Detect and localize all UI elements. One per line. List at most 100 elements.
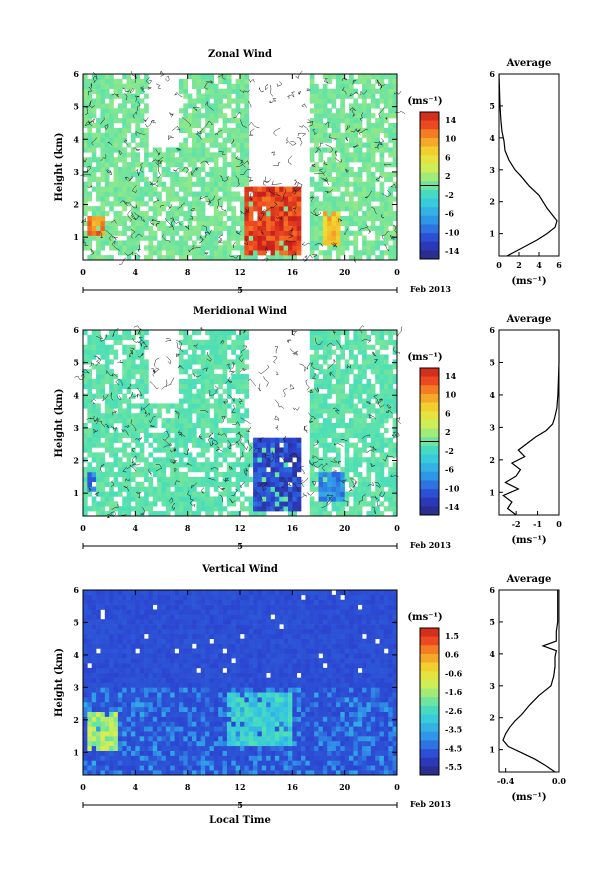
profile-x-tick-label: -0.4 (497, 776, 515, 786)
x-tick-label: 20 (339, 267, 351, 277)
colorbar-tick-label: 10 (445, 134, 457, 144)
profile-line (502, 330, 560, 516)
colorbar-tick-label: 10 (445, 390, 457, 400)
y-tick-label: 6 (73, 585, 79, 595)
profile-x-tick-label: 4 (536, 260, 542, 270)
y-tick-label: 5 (73, 617, 79, 627)
x-tick-label: 0 (80, 782, 86, 792)
x-tick-label: 12 (234, 782, 245, 792)
y-tick-label: 6 (73, 325, 79, 335)
contour-lines (80, 70, 406, 265)
profile-y-tick-label: 1 (489, 745, 495, 755)
date-label: Feb 2013 (410, 284, 451, 294)
colorbar: (ms⁻¹)1.5 0.6 -0.6 -1.6 -2.6 -3.5 -4.5 -5.5 (407, 612, 463, 776)
x-tick-label: 8 (185, 782, 191, 792)
profile-y-tick-label: 4 (489, 133, 495, 143)
x-tick-label: 0 (394, 523, 400, 533)
profile-y-tick-label: 3 (489, 681, 495, 691)
x-tick-label: 0 (394, 267, 400, 277)
date-marker: 5 (237, 800, 243, 810)
y-tick-label: 4 (73, 650, 79, 660)
heatmap (83, 590, 398, 776)
colorbar-tick-label: 2 (445, 171, 451, 181)
x-tick-label: 16 (287, 523, 299, 533)
colorbar-tick-label: -14 (445, 502, 460, 512)
x-tick-label: 8 (185, 267, 191, 277)
heatmap (83, 330, 398, 517)
profile-y-tick-label: 4 (489, 390, 495, 400)
x-tick-label: 8 (185, 523, 191, 533)
profile-title: Average (506, 58, 552, 69)
y-tick-label: 5 (73, 102, 79, 112)
profile-x-label: (ms⁻¹) (511, 535, 546, 546)
x-tick-label: 16 (287, 267, 299, 277)
y-tick-label: 2 (73, 200, 79, 210)
x-tick-label: 12 (234, 523, 245, 533)
average-profile: Average 1 2 3 4 5 6 0 2 4 6 (ms⁻¹) (489, 58, 562, 287)
colorbar-unit: (ms⁻¹) (407, 352, 442, 363)
profile-y-tick-label: 2 (489, 197, 495, 207)
profile-x-tick-label: 2 (516, 260, 522, 270)
y-tick-label: 4 (73, 390, 79, 400)
y-axis-label: Height (km) (54, 648, 65, 717)
colorbar-tick-label: -6 (445, 465, 454, 475)
y-tick-label: 1 (73, 747, 79, 757)
y-tick-label: 3 (73, 682, 79, 692)
profile-y-tick-label: 4 (489, 649, 495, 659)
y-tick-label: 5 (73, 358, 79, 368)
colorbar-tick-label: 6 (445, 152, 451, 162)
colorbar-tick-label: 14 (445, 115, 457, 125)
x-tick-label: 12 (234, 267, 245, 277)
colorbar-tick-label: -2 (445, 190, 454, 200)
colorbar-tick-label: -10 (445, 227, 460, 237)
y-tick-label: 2 (73, 715, 79, 725)
x-tick-label: 16 (287, 782, 299, 792)
profile-line (498, 73, 558, 257)
colorbar: (ms⁻¹)14 10 6 2 -2 -6 -10 -14 (407, 96, 460, 260)
profile-x-tick-label: 6 (556, 260, 562, 270)
profile-y-tick-label: 1 (489, 487, 495, 497)
colorbar-tick-label: 14 (445, 371, 457, 381)
profile-x-tick-label: -2 (512, 519, 521, 529)
x-tick-label: 20 (339, 523, 351, 533)
colorbar-tick-label: 1.5 (445, 631, 459, 641)
profile-y-tick-label: 6 (489, 585, 495, 595)
x-tick-label: 0 (80, 523, 86, 533)
y-axis-label: Height (km) (54, 133, 65, 202)
x-tick-label: 4 (133, 267, 139, 277)
x-tick-label: 0 (394, 782, 400, 792)
panel-title: Zonal Wind (208, 49, 272, 60)
contour-lines (74, 325, 403, 519)
x-tick-label: 20 (339, 782, 351, 792)
y-tick-label: 1 (73, 488, 79, 498)
profile-x-tick-label: 0 (496, 260, 502, 270)
heatmap (83, 74, 398, 261)
panel-title: Vertical Wind (201, 564, 278, 575)
profile-y-tick-label: 2 (489, 713, 495, 723)
date-label: Feb 2013 (410, 799, 451, 809)
colorbar-tick-label: -1.6 (445, 687, 463, 697)
profile-x-tick-label: -1 (533, 519, 542, 529)
profile-y-tick-label: 1 (489, 229, 495, 239)
profile-x-tick-label: 0 (556, 519, 562, 529)
date-marker: 5 (237, 285, 243, 295)
profile-x-label: (ms⁻¹) (511, 792, 546, 803)
date-marker: 5 (237, 541, 243, 551)
date-label: Feb 2013 (410, 540, 451, 550)
colorbar-frame (419, 627, 440, 776)
profile-y-tick-label: 6 (489, 325, 495, 335)
profile-x-label: (ms⁻¹) (511, 276, 546, 287)
x-tick-label: 4 (133, 523, 139, 533)
colorbar-tick-label: -5.5 (445, 762, 462, 772)
profile-line (502, 590, 559, 773)
profile-frame (498, 589, 560, 773)
colorbar-tick-label: -4.5 (445, 743, 462, 753)
x-tick-label: 0 (80, 267, 86, 277)
y-tick-label: 3 (73, 423, 79, 433)
profile-frame (498, 73, 560, 257)
profile-y-tick-label: 5 (489, 357, 495, 367)
